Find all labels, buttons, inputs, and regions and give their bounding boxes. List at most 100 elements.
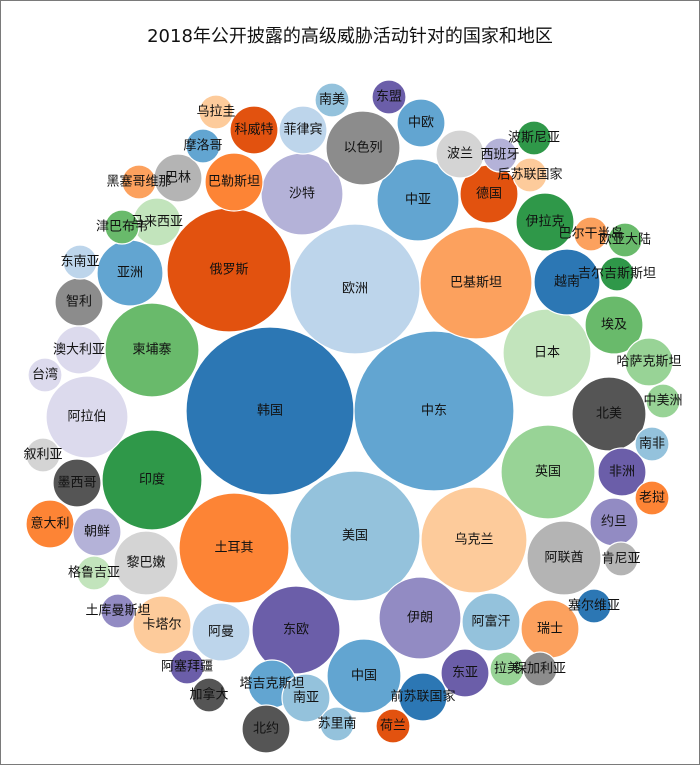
bubble[interactable] [634,480,670,516]
bubbles-layer [25,79,681,754]
bubble[interactable] [516,120,552,156]
bubble[interactable] [314,82,350,118]
bubble[interactable] [169,649,205,685]
bubble[interactable] [289,470,421,602]
bubble[interactable] [54,325,104,375]
bubble[interactable] [597,447,647,497]
bubble-label: 阿富汗 [471,614,510,630]
bubble[interactable] [522,651,558,687]
bubble-label: 巴林 [165,171,191,186]
bubble[interactable] [132,595,192,655]
bubble[interactable] [607,222,643,258]
bubble-label: 阿塞拜疆 [161,659,213,675]
bubble-label: 越南 [554,274,580,290]
bubble-label: 美国 [342,529,368,544]
bubble-label: 欧亚大陆 [599,232,651,248]
bubble[interactable] [375,708,411,744]
bubble[interactable] [645,383,681,419]
bubble[interactable] [398,672,448,722]
bubble[interactable] [378,576,462,660]
bubble[interactable] [101,429,203,531]
bubble-label: 韩国 [257,404,283,419]
bubble[interactable] [191,677,227,713]
bubble[interactable] [515,192,575,252]
bubble-label: 印度 [139,472,165,488]
bubble[interactable] [584,295,644,355]
bubble-label: 黑塞哥维那 [106,174,171,190]
bubble[interactable] [251,585,341,675]
bubble-label: 荷兰 [380,719,406,734]
bubble[interactable] [104,302,200,398]
bubble-label: 乌拉圭 [196,104,235,120]
bubble-label: 老挝 [639,491,665,506]
bubble[interactable] [624,337,674,387]
bubble-label: 卡塔尔 [142,618,181,633]
bubble[interactable] [634,426,670,462]
bubble[interactable] [573,216,609,252]
bubble-label: 科威特 [234,123,273,138]
bubble[interactable] [185,128,221,164]
bubble-label: 叙利亚 [23,448,62,463]
bubble[interactable] [62,244,98,280]
bubble[interactable] [576,588,612,624]
bubble[interactable] [281,673,331,723]
bubble[interactable] [500,424,596,520]
bubble[interactable] [241,704,291,754]
bubble-label: 北美 [596,407,622,422]
bubble[interactable] [27,357,63,393]
bubble[interactable] [76,555,112,591]
bubble[interactable] [419,226,533,340]
bubble[interactable] [571,376,647,452]
bubble[interactable] [204,152,264,212]
bubble[interactable] [420,486,528,594]
bubble-label: 塔吉克斯坦 [239,677,304,692]
bubble[interactable] [229,105,279,155]
bubble-label: 东南亚 [60,254,99,270]
bubble-label: 菲律宾 [283,122,322,138]
bubble-label: 波斯尼亚 [508,131,560,146]
bubble[interactable] [113,530,179,596]
bubble[interactable] [526,520,602,596]
bubble[interactable] [599,256,635,292]
bubble[interactable] [326,638,402,714]
bubble[interactable] [52,458,102,508]
bubble[interactable] [440,648,490,698]
bubble[interactable] [153,153,203,203]
bubble-label: 格鲁吉亚 [68,565,120,581]
bubble[interactable] [100,593,136,629]
bubble[interactable] [376,158,460,242]
bubble[interactable] [512,157,548,193]
bubble-label: 以色列 [343,140,382,156]
bubble[interactable] [191,602,251,662]
bubble[interactable] [603,541,639,577]
bubble[interactable] [533,248,601,316]
bubble[interactable] [325,110,401,186]
bubble-label: 智利 [66,295,92,310]
bubble[interactable] [278,105,328,155]
bubble[interactable] [104,209,140,245]
bubble[interactable] [396,98,446,148]
bubble-label: 非洲 [609,465,635,480]
bubble-label: 中欧 [408,116,434,131]
bubble[interactable] [502,308,592,398]
bubble-label: 吉尔吉斯斯坦 [578,267,656,282]
bubble[interactable] [178,492,290,604]
bubble[interactable] [25,437,61,473]
bubble-label: 英国 [535,465,561,480]
bubble-label: 阿联酋 [544,550,583,566]
bubble[interactable] [45,375,129,459]
bubble[interactable] [198,94,234,130]
bubble-label: 前苏联国家 [390,689,455,705]
bubble[interactable] [461,592,521,652]
bubble-label: 塞尔维亚 [568,598,620,614]
bubble[interactable] [319,706,355,742]
bubble-label: 加拿大 [189,687,228,703]
bubble-label: 巴勒斯坦 [208,175,260,190]
bubble[interactable] [353,330,515,492]
bubble[interactable] [371,79,407,115]
bubble-label: 墨西哥 [57,476,96,491]
bubble-label: 东亚 [452,666,478,681]
bubble[interactable] [482,137,518,173]
bubble-label: 南亚 [293,690,319,706]
bubble-label: 朝鲜 [84,525,110,540]
